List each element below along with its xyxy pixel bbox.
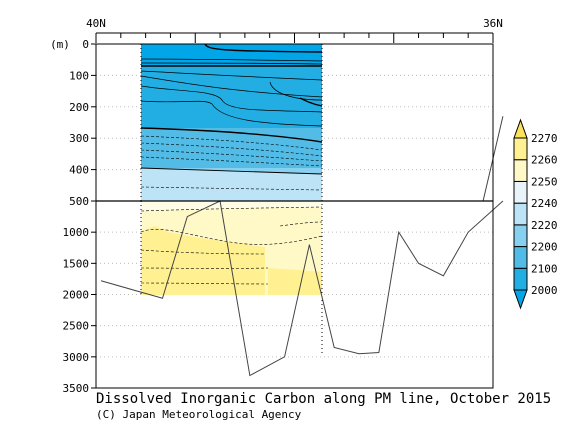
- colorbar-label: 2100: [531, 262, 558, 275]
- plot-frame: [95, 43, 494, 389]
- contour-line: [141, 249, 266, 255]
- colorbar-label: 2240: [531, 197, 558, 210]
- contour-line: [141, 149, 322, 162]
- contour-line: [141, 135, 322, 151]
- band-deep-2220-upper: [141, 168, 322, 201]
- y-tick-label: 1500: [63, 257, 90, 270]
- x-label-right: 36N: [483, 17, 503, 30]
- y-tick-label: 3000: [63, 351, 90, 364]
- colorbar-label: 2000: [531, 284, 558, 297]
- section-contours-lower: [141, 206, 322, 285]
- colorbar-label: 2220: [531, 219, 558, 232]
- y-tick-label: 3500: [63, 382, 90, 395]
- y-axis-ticks: 0 100 200 300 400 500 1000 1500 2000 2500 3000 3500: [63, 38, 96, 395]
- contour-line: [141, 62, 322, 65]
- colorbar-extend-max: [513, 118, 528, 139]
- colorbar-label: 2270: [531, 132, 558, 145]
- contour-line: [141, 142, 322, 157]
- colorbar-swatch: [513, 246, 528, 269]
- colorbar-label: 2200: [531, 241, 558, 254]
- band-core-2000: [205, 44, 322, 52]
- y-tick-label: 500: [69, 195, 89, 208]
- top-lat-ticks: [95, 32, 494, 43]
- chart-credit: (C) Japan Meteorological Agency: [96, 408, 302, 421]
- contour-line: [204, 44, 322, 53]
- colorbar-swatch: [513, 137, 528, 161]
- y-tick-label: 2500: [63, 320, 90, 333]
- x-label-left: 40N: [86, 17, 106, 30]
- contour-line: [279, 221, 322, 227]
- contour-line: [141, 127, 322, 143]
- colorbar-swatch: [513, 180, 528, 204]
- y-tick-label: 400: [69, 164, 89, 177]
- contour-line: [141, 100, 322, 127]
- y-tick-label: 1000: [63, 226, 90, 239]
- band-2260-lower-east: [268, 268, 322, 295]
- contour-line: [141, 58, 322, 62]
- section-fill-upper: [141, 44, 322, 201]
- chart-title: Dissolved Inorganic Carbon along PM line…: [96, 391, 551, 407]
- contour-line: [141, 70, 322, 81]
- y-tick-label: 300: [69, 132, 89, 145]
- colorbar-swatch: [513, 202, 528, 226]
- contour-line: [141, 229, 322, 245]
- colorbar-label: 2260: [531, 154, 558, 167]
- contour-line: [141, 282, 269, 285]
- contour-line: [269, 81, 322, 101]
- colorbar-swatch: [513, 267, 528, 291]
- y-axis-unit: (m): [50, 38, 70, 51]
- contour-line: [141, 75, 322, 98]
- colorbar-extend-min: [513, 289, 528, 310]
- y-tick-label: 0: [82, 38, 89, 51]
- band-2260-2270-lower: [141, 226, 265, 295]
- section-contours-upper: [141, 44, 322, 191]
- y-tick-label: 2000: [63, 289, 90, 302]
- contour-line: [141, 156, 322, 167]
- y-tick-label: 200: [69, 101, 89, 114]
- bathymetry-profile: [100, 200, 504, 377]
- colorbar-swatch: [513, 159, 528, 182]
- colorbar-swatch: [513, 224, 528, 248]
- contour-line: [141, 85, 322, 113]
- section-fill-lower: [141, 201, 322, 295]
- contour-line: [141, 167, 322, 175]
- contour-line: [141, 186, 322, 191]
- colorbar: 2000 2100 2200 2220 2240 2250 2260 2270: [513, 118, 558, 310]
- y-tick-label: 100: [69, 69, 89, 82]
- contour-line: [141, 206, 322, 212]
- colorbar-label: 2250: [531, 175, 558, 188]
- band-2100-2200: [141, 66, 322, 128]
